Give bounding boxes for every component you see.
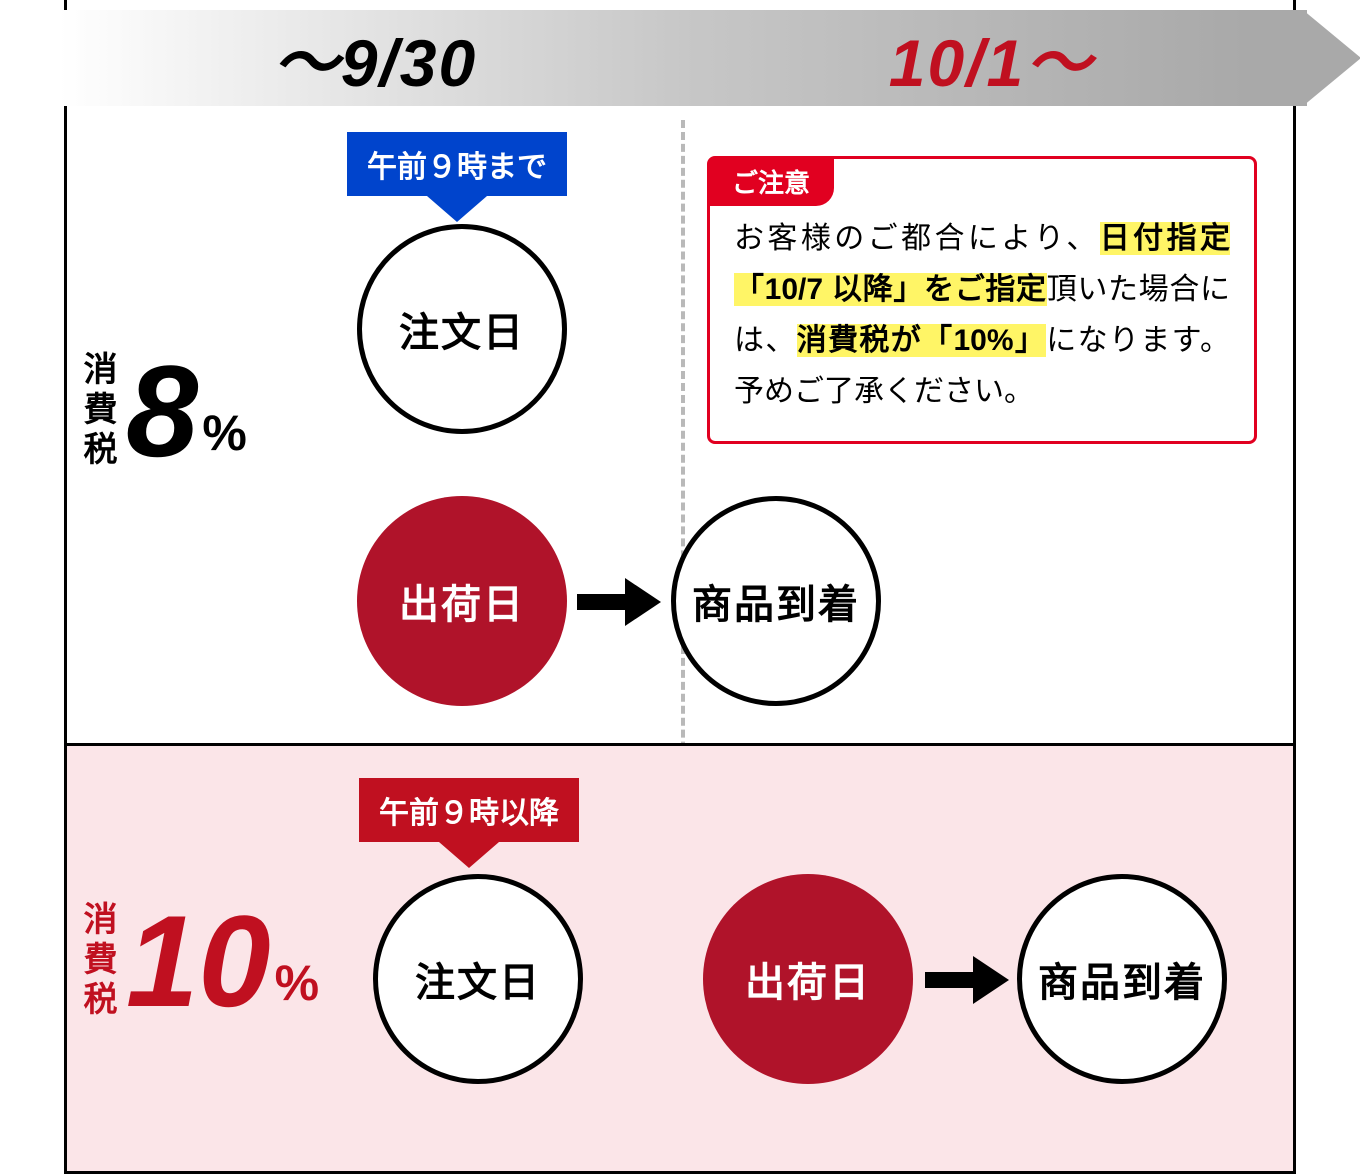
timeline-arrowhead-icon — [1303, 10, 1360, 106]
arrive-label: 商品到着 — [1038, 950, 1206, 1008]
tax-8-pct: % — [202, 404, 246, 462]
tax-8-value: 8 — [126, 346, 198, 476]
arrow-ship-to-arrive-icon — [925, 972, 975, 988]
order-date-circle: 注文日 — [373, 874, 583, 1084]
row-tax-8: 消費税 8 % 午前９時まで 注文日 出荷日 商品到着 ご注意 お客様のご都合に… — [67, 116, 1293, 746]
time-tag-label: 午前９時以降 — [379, 797, 559, 830]
time-tag-label: 午前９時まで — [367, 151, 547, 184]
arrow-ship-to-arrive-icon — [577, 594, 627, 610]
tax-kanji: 消費税 — [73, 351, 122, 471]
notice-p1: お客様のご都合により、 — [734, 222, 1100, 255]
arrive-circle: 商品到着 — [671, 496, 881, 706]
order-date-label: 注文日 — [399, 300, 525, 358]
ship-date-circle: 出荷日 — [703, 874, 913, 1084]
period-after: 10/1～ — [683, 0, 1299, 116]
order-date-circle: 注文日 — [357, 224, 567, 434]
tax-8-label: 消費税 8 % — [73, 346, 345, 476]
notice-p4-highlight: 消費税が「10%」 — [797, 324, 1047, 357]
notice-box: ご注意 お客様のご都合により、日付指定「10/7 以降」をご指定頂いた場合には、… — [707, 156, 1257, 444]
notice-tab: ご注意 — [708, 157, 834, 206]
tax-kanji: 消費税 — [73, 901, 122, 1021]
ship-date-label: 出荷日 — [745, 950, 871, 1008]
frame: ～9/30 10/1～ 消費税 8 % 午前９時まで 注文日 出荷日 商品到着 … — [64, 0, 1296, 1174]
ship-date-label: 出荷日 — [399, 572, 525, 630]
order-date-label: 注文日 — [415, 950, 541, 1008]
arrive-label: 商品到着 — [692, 572, 860, 630]
ship-date-circle: 出荷日 — [357, 496, 567, 706]
notice-body: お客様のご都合により、日付指定「10/7 以降」をご指定頂いた場合には、消費税が… — [734, 213, 1230, 417]
arrive-circle: 商品到着 — [1017, 874, 1227, 1084]
tax-10-value: 10 — [126, 896, 271, 1026]
timeline-header: ～9/30 10/1～ — [67, 0, 1293, 116]
time-tag-before-9am: 午前９時まで — [347, 132, 567, 196]
tax-10-label: 消費税 10 % — [73, 896, 417, 1026]
row-tax-10: 消費税 10 % 午前９時以降 注文日 出荷日 商品到着 — [67, 746, 1293, 1171]
time-tag-after-9am: 午前９時以降 — [359, 778, 579, 842]
tax-10-pct: % — [275, 954, 319, 1012]
period-before: ～9/30 — [67, 0, 683, 116]
